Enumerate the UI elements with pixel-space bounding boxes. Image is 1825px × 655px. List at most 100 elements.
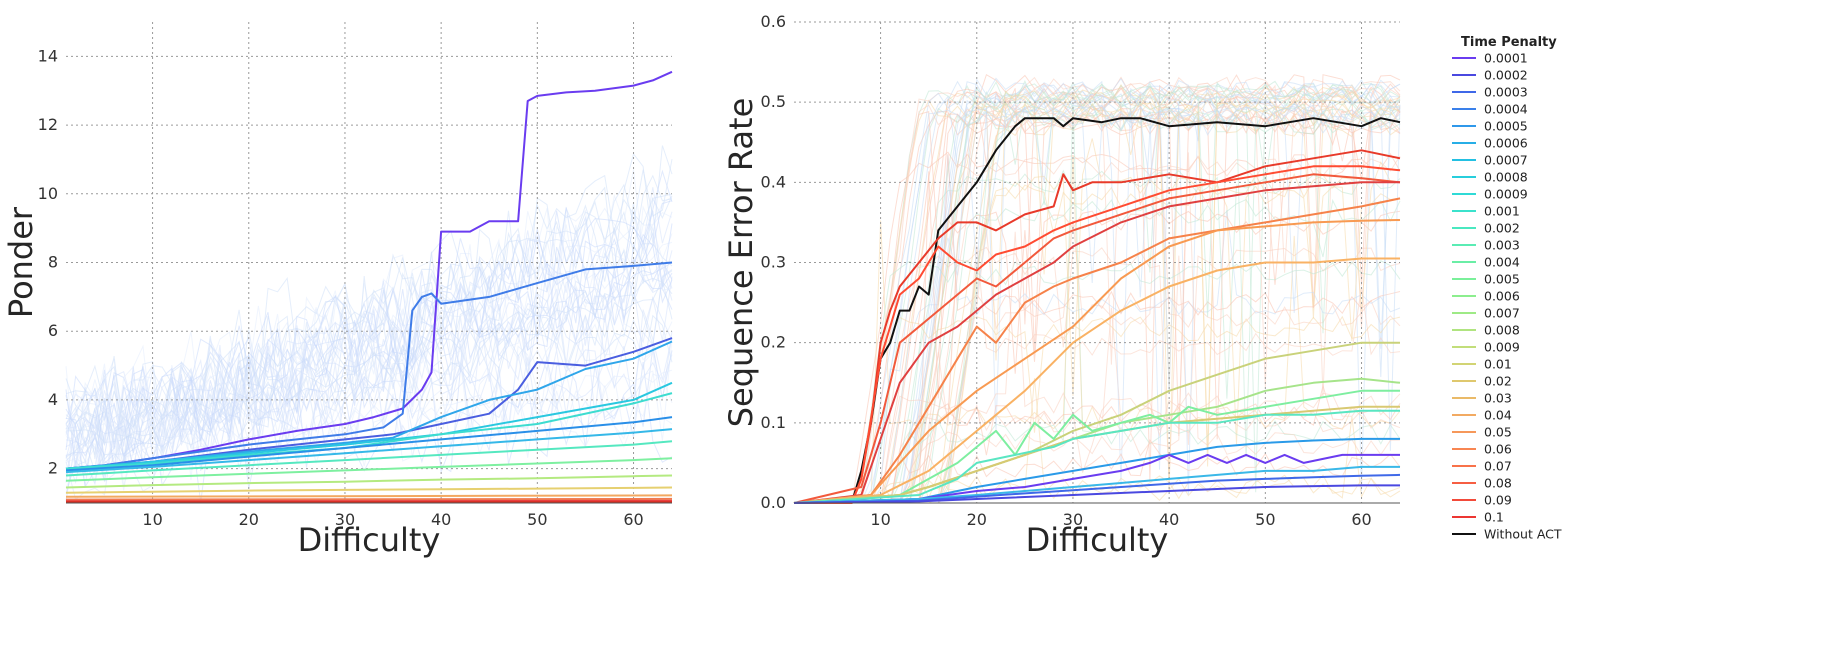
ponder-axes: 10 20 30 40 50 60 2 4 6 8 10 12 14 <box>38 46 672 529</box>
ponder-series-line <box>65 457 673 482</box>
ponder-y-tick-label: 14 <box>38 46 58 65</box>
legend-label: 0.01 <box>1484 357 1512 372</box>
error-rate-background-lines <box>794 73 1401 504</box>
ponder-series-line <box>65 70 673 470</box>
ponder-y-axis-label: Ponder <box>2 206 40 318</box>
error-rate-series-line <box>794 165 1401 504</box>
legend-label: 0.0004 <box>1484 102 1528 117</box>
ponder-series-line <box>65 497 673 501</box>
error-rate-series-line <box>793 484 1400 504</box>
error-rate-x-tick-label: 60 <box>1351 510 1371 529</box>
ponder-series-line <box>65 428 673 474</box>
error-rate-background-line <box>794 231 1401 504</box>
legend-label: 0.0002 <box>1484 68 1528 83</box>
error-rate-y-tick-label: 0.1 <box>761 413 786 432</box>
legend-label: 0.04 <box>1484 408 1512 423</box>
legend-label: 0.1 <box>1484 510 1504 525</box>
ponder-x-axis-label: Difficulty <box>298 521 441 559</box>
error-rate-y-tick-label: 0.0 <box>761 493 786 512</box>
ponder-background-line <box>65 351 673 473</box>
ponder-series-line <box>65 340 673 470</box>
error-rate-series-line <box>794 117 1401 504</box>
ponder-background-line <box>65 243 673 475</box>
error-rate-x-axis-label: Difficulty <box>1026 521 1169 559</box>
legend-label: 0.008 <box>1484 323 1520 338</box>
legend-label: 0.0008 <box>1484 170 1528 185</box>
ponder-background-line <box>65 205 673 469</box>
error-rate-series-line <box>793 257 1400 504</box>
ponder-series-line <box>65 392 673 470</box>
error-rate-y-tick-label: 0.5 <box>761 92 786 111</box>
ponder-x-tick-label: 60 <box>623 510 643 529</box>
ponder-series-line <box>65 440 673 477</box>
error-rate-series-line <box>793 409 1400 504</box>
ponder-background-line <box>65 240 673 489</box>
ponder-series-line <box>65 261 673 470</box>
error-rate-y-tick-label: 0.2 <box>761 333 786 352</box>
ponder-y-tick-label: 2 <box>48 459 58 478</box>
error-rate-series-line <box>793 219 1401 504</box>
error-rate-background-line <box>794 95 1401 504</box>
legend-label: 0.007 <box>1484 306 1520 321</box>
legend-label: 0.0006 <box>1484 136 1528 151</box>
ponder-background-line <box>65 330 673 487</box>
error-rate-series-line <box>793 181 1400 504</box>
legend-label: 0.08 <box>1484 476 1512 491</box>
error-rate-series-line <box>793 473 1401 504</box>
error-rate-x-tick-label: 10 <box>870 510 890 529</box>
error-rate-background-line <box>794 102 1401 504</box>
ponder-x-tick-label: 20 <box>239 510 259 529</box>
legend-label: 0.006 <box>1484 289 1520 304</box>
legend-label: 0.03 <box>1484 391 1512 406</box>
error-rate-background-line <box>794 154 1401 504</box>
legend-label: 0.004 <box>1484 255 1520 270</box>
error-rate-series <box>793 117 1401 504</box>
ponder-background-line <box>65 193 673 446</box>
legend-label: 0.07 <box>1484 459 1512 474</box>
ponder-x-tick-label: 50 <box>527 510 547 529</box>
legend-label: 0.06 <box>1484 442 1512 457</box>
ponder-x-tick-label: 30 <box>335 510 355 529</box>
legend-label: 0.02 <box>1484 374 1512 389</box>
ponder-background-line <box>65 169 673 450</box>
error-rate-background-line <box>794 438 1401 504</box>
error-rate-y-axis-label: Sequence Error Rate <box>722 98 760 428</box>
legend-label: Without ACT <box>1484 527 1562 542</box>
error-rate-background-line <box>794 80 1401 504</box>
ponder-background-line <box>65 294 673 485</box>
ponder-background-lines <box>65 145 673 503</box>
error-rate-series-line <box>794 149 1401 504</box>
ponder-background-line <box>65 309 673 501</box>
legend-label: 0.0009 <box>1484 187 1528 202</box>
legend-label: 0.003 <box>1484 238 1520 253</box>
ponder-y-tick-label: 10 <box>38 184 58 203</box>
legend-label: 0.0003 <box>1484 85 1528 100</box>
error-rate-x-tick-label: 30 <box>1063 510 1083 529</box>
legend-label: 0.005 <box>1484 272 1520 287</box>
ponder-series-line <box>65 416 673 472</box>
error-rate-x-tick-label: 40 <box>1159 510 1179 529</box>
ponder-chart: 10 20 30 40 50 60 2 4 6 8 10 12 14 Difficulty Ponder <box>2 22 673 559</box>
error-rate-series-line <box>793 437 1400 504</box>
legend-label: 0.05 <box>1484 425 1512 440</box>
legend-label: 0.001 <box>1484 204 1520 219</box>
ponder-series-line <box>65 474 673 489</box>
error-rate-series-line <box>793 197 1401 504</box>
legend: Time Penalty 0.0001 0.0002 0.0003 0.0004 0.0… <box>1452 35 1562 542</box>
error-rate-x-tick-label: 20 <box>967 510 987 529</box>
legend-label: 0.0001 <box>1484 51 1528 66</box>
ponder-series-line <box>65 381 673 470</box>
error-rate-series-line <box>793 173 1401 504</box>
ponder-series-line <box>65 494 673 498</box>
ponder-background-line <box>65 174 673 462</box>
ponder-background-line <box>65 243 673 483</box>
ponder-series <box>65 70 673 504</box>
ponder-y-tick-label: 12 <box>38 115 58 134</box>
legend-label: 0.0007 <box>1484 153 1528 168</box>
ponder-series-line <box>65 486 673 494</box>
ponder-x-tick-label: 10 <box>142 510 162 529</box>
legend-entries: 0.0001 0.0002 0.0003 0.0004 0.0005 0.0006 0.00… <box>1452 51 1562 542</box>
legend-title: Time Penalty <box>1461 35 1557 50</box>
error-rate-y-tick-label: 0.6 <box>761 12 786 31</box>
